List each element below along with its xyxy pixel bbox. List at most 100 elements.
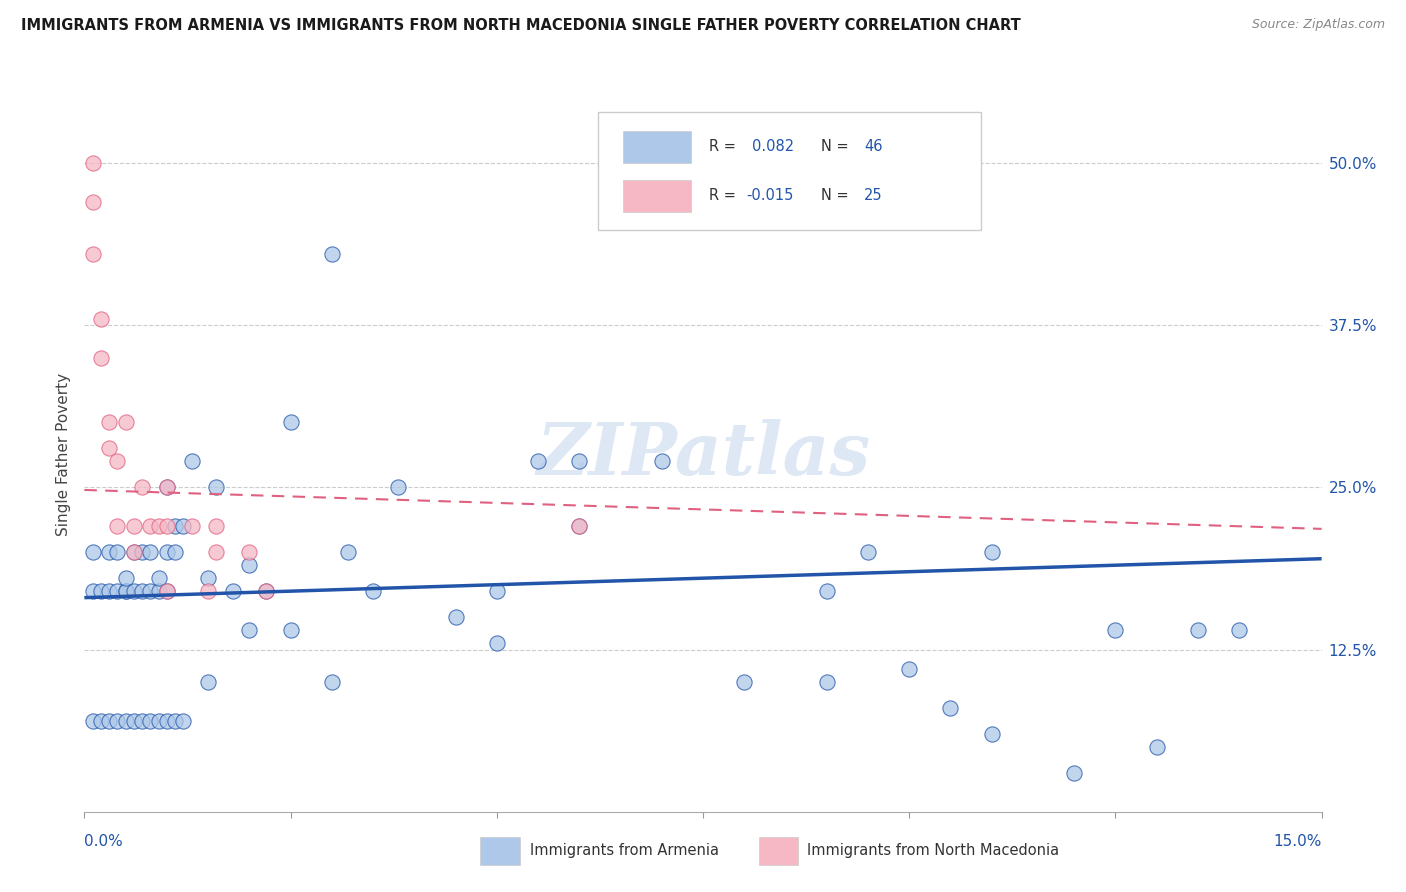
Point xyxy=(205,519,228,533)
Point xyxy=(485,636,508,650)
Point xyxy=(898,662,921,676)
Point xyxy=(856,545,879,559)
Point xyxy=(444,610,467,624)
Point xyxy=(180,454,202,468)
Point xyxy=(148,519,170,533)
Point xyxy=(139,714,162,728)
Point xyxy=(90,351,112,365)
Point xyxy=(148,714,170,728)
Point xyxy=(180,519,202,533)
Point xyxy=(172,519,194,533)
Point xyxy=(280,416,302,430)
Point xyxy=(90,584,112,599)
Point xyxy=(238,558,260,573)
Point xyxy=(82,714,104,728)
Text: Immigrants from Armenia: Immigrants from Armenia xyxy=(530,844,718,858)
Y-axis label: Single Father Poverty: Single Father Poverty xyxy=(56,374,72,536)
Point xyxy=(82,247,104,261)
Point xyxy=(131,480,153,494)
Point xyxy=(485,584,508,599)
Point xyxy=(105,454,128,468)
Point xyxy=(131,545,153,559)
Text: 15.0%: 15.0% xyxy=(1274,834,1322,849)
Point xyxy=(337,545,360,559)
FancyBboxPatch shape xyxy=(623,179,690,211)
Point xyxy=(122,545,145,559)
Point xyxy=(82,584,104,599)
Point xyxy=(980,545,1002,559)
Text: ZIPatlas: ZIPatlas xyxy=(536,419,870,491)
Point xyxy=(1104,623,1126,637)
Point xyxy=(156,480,179,494)
Point xyxy=(1187,623,1209,637)
Text: N =: N = xyxy=(821,188,853,203)
Point xyxy=(361,584,384,599)
Point xyxy=(131,714,153,728)
Point xyxy=(148,584,170,599)
Point xyxy=(114,416,136,430)
Point xyxy=(321,675,343,690)
Point xyxy=(321,247,343,261)
Point xyxy=(1146,739,1168,754)
Point xyxy=(114,584,136,599)
Point xyxy=(98,442,121,456)
Text: Immigrants from North Macedonia: Immigrants from North Macedonia xyxy=(807,844,1059,858)
Point xyxy=(733,675,755,690)
Point xyxy=(815,584,838,599)
Point xyxy=(90,311,112,326)
FancyBboxPatch shape xyxy=(598,112,981,230)
Point xyxy=(815,675,838,690)
Point xyxy=(222,584,245,599)
Point xyxy=(254,584,277,599)
Point xyxy=(156,519,179,533)
Point xyxy=(122,519,145,533)
Point xyxy=(98,545,121,559)
Text: IMMIGRANTS FROM ARMENIA VS IMMIGRANTS FROM NORTH MACEDONIA SINGLE FATHER POVERTY: IMMIGRANTS FROM ARMENIA VS IMMIGRANTS FR… xyxy=(21,18,1021,33)
Text: -0.015: -0.015 xyxy=(747,188,793,203)
Point xyxy=(197,584,219,599)
Point xyxy=(114,584,136,599)
Point xyxy=(387,480,409,494)
Point xyxy=(98,714,121,728)
Point xyxy=(568,519,591,533)
Point xyxy=(156,545,179,559)
Point xyxy=(131,584,153,599)
Point xyxy=(105,545,128,559)
Point xyxy=(165,714,187,728)
Point xyxy=(205,480,228,494)
Point xyxy=(139,584,162,599)
Point xyxy=(90,714,112,728)
Point xyxy=(105,584,128,599)
Point xyxy=(568,454,591,468)
Point xyxy=(156,584,179,599)
Text: 0.0%: 0.0% xyxy=(84,834,124,849)
Text: 25: 25 xyxy=(863,188,883,203)
Point xyxy=(98,416,121,430)
Point xyxy=(114,714,136,728)
Point xyxy=(82,156,104,170)
Point xyxy=(527,454,550,468)
Point xyxy=(254,584,277,599)
Point xyxy=(172,714,194,728)
Point xyxy=(156,714,179,728)
Point xyxy=(82,545,104,559)
Point xyxy=(122,714,145,728)
Point xyxy=(205,545,228,559)
Point xyxy=(82,194,104,209)
Text: R =: R = xyxy=(709,188,741,203)
Point xyxy=(1063,765,1085,780)
FancyBboxPatch shape xyxy=(481,837,520,865)
Point xyxy=(165,519,187,533)
Point xyxy=(105,519,128,533)
Point xyxy=(939,701,962,715)
Text: N =: N = xyxy=(821,139,853,154)
Point xyxy=(156,480,179,494)
Text: Source: ZipAtlas.com: Source: ZipAtlas.com xyxy=(1251,18,1385,31)
Point xyxy=(139,545,162,559)
Text: R =: R = xyxy=(709,139,741,154)
Point xyxy=(197,571,219,585)
Point xyxy=(238,545,260,559)
Point xyxy=(156,584,179,599)
Point xyxy=(568,519,591,533)
FancyBboxPatch shape xyxy=(759,837,799,865)
